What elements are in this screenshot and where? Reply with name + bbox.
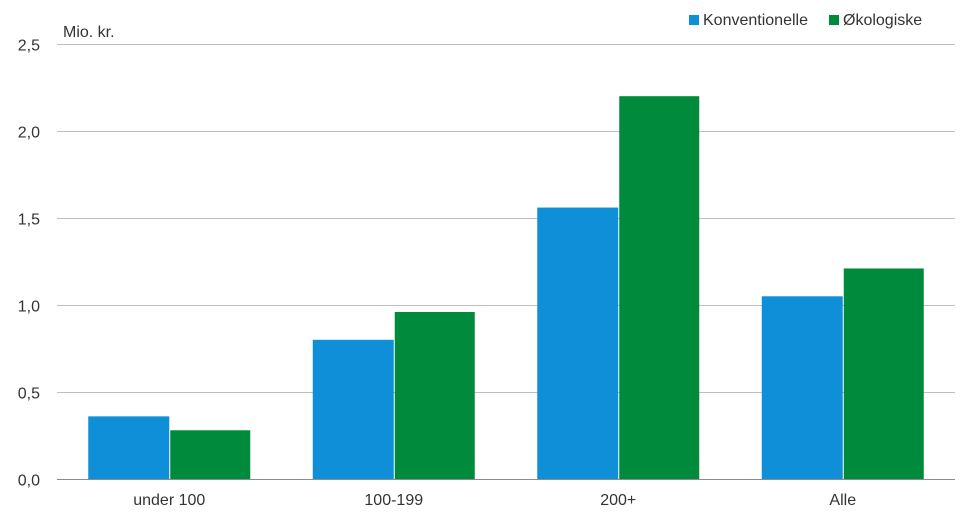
- legend-label: Konventionelle: [703, 12, 808, 29]
- legend: Konventionelle Økologiske: [689, 12, 922, 29]
- y-tick-label: 1,0: [18, 299, 40, 316]
- y-tick-label: 1,5: [18, 212, 40, 229]
- legend-label: Økologiske: [843, 12, 922, 29]
- axis-labels: 0,0 0,5 1,0 1,5 2,0 2,5 under 100 100-199 200+ Al…: [18, 38, 856, 510]
- x-category-label: 100-199: [364, 492, 423, 509]
- x-category-label: Alle: [829, 492, 856, 509]
- bar-konventionelle-3: [761, 296, 843, 479]
- bar-okologiske-1: [394, 311, 475, 479]
- x-category-label: under 100: [133, 492, 205, 509]
- bar-okologiske-2: [619, 96, 700, 479]
- y-tick-label: 2,5: [18, 38, 40, 55]
- bar-konventionelle-0: [88, 416, 170, 479]
- legend-swatch: [829, 15, 839, 25]
- bar-konventionelle-1: [312, 339, 394, 479]
- y-tick-label: 0,5: [18, 386, 40, 403]
- x-category-label: 200+: [600, 492, 636, 509]
- y-unit-label: Mio. kr.: [63, 24, 115, 41]
- bar-okologiske-0: [170, 430, 251, 479]
- bar-konventionelle-2: [537, 207, 619, 479]
- y-tick-label: 0,0: [18, 473, 40, 490]
- y-tick-label: 2,0: [18, 125, 40, 142]
- bar-okologiske-3: [843, 268, 924, 479]
- legend-swatch: [689, 15, 699, 25]
- bars: [88, 96, 924, 479]
